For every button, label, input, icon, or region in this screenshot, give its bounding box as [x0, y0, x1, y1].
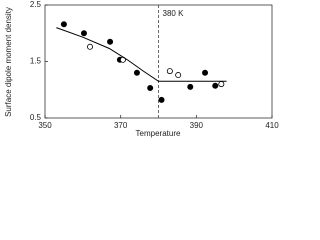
open-point: [175, 72, 182, 79]
filled-point: [60, 21, 67, 28]
filled-point: [187, 83, 194, 90]
y-tick-label: 2.5: [30, 0, 42, 9]
x-tick-label: 390: [190, 121, 204, 130]
x-tick-label: 370: [114, 121, 128, 130]
x-tick-label: 350: [38, 121, 52, 130]
x-tick-label: 410: [265, 121, 279, 130]
open-point: [218, 81, 225, 88]
chart: Surface dipole moment density Temperatur…: [4, 0, 279, 138]
annotation: 380 K: [163, 9, 185, 18]
y-axis-title: Surface dipole moment density: [4, 7, 13, 117]
y-tick-label: 0.5: [30, 113, 42, 122]
filled-point: [107, 38, 114, 45]
open-point: [87, 43, 94, 50]
x-axis-title: Temperature: [136, 129, 181, 138]
filled-point: [158, 96, 165, 103]
filled-point: [212, 82, 219, 89]
fit-line: [56, 27, 227, 82]
filled-point: [133, 69, 140, 76]
open-point: [166, 68, 173, 75]
y-tick-label: 1.5: [30, 57, 42, 66]
filled-point: [202, 69, 209, 76]
filled-point: [147, 85, 154, 92]
filled-point: [80, 30, 87, 37]
